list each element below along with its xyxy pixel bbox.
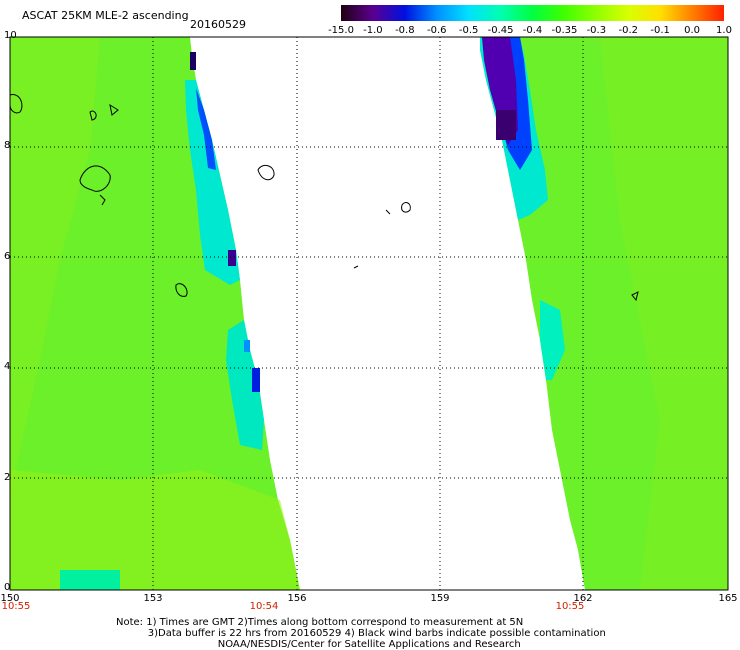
left-edge-cyan-lower [226,320,264,450]
colorbar-label: -0.3 [586,25,607,36]
time-label: 10:54 [249,601,279,612]
x-tick: 165 [718,593,738,604]
note-line-2: 3)Data buffer is 22 hrs from 20160529 4)… [147,628,606,639]
colorbar-label: -0.5 [458,25,479,36]
left-edge-dark2 [228,250,236,266]
footer-note: Note: 1) Times are GMT 2)Times along bot… [116,617,606,650]
left-swath-bottom-yellow [10,470,300,590]
colorbar-label: -15.0 [328,25,354,36]
left-edge-dark1 [190,52,196,70]
plot-frame [9,36,729,591]
x-tick: 156 [287,593,307,604]
chart-date: 20160529 [190,18,246,31]
y-tick: 8 [4,140,11,151]
time-label: 10:55 [1,601,31,612]
colorbar [341,5,724,21]
right-swath-lighter [600,37,728,590]
note-line-1: Note: 1) Times are GMT 2)Times along bot… [116,617,524,628]
colorbar-label: -0.8 [395,25,415,36]
colorbar-label: -0.45 [487,25,514,36]
time-label: 10:55 [555,601,585,612]
x-tick: 159 [430,593,450,604]
colorbar-label: -0.1 [650,25,670,36]
left-edge-blue [196,88,216,170]
left-bottom-cyan [60,570,120,590]
colorbar-label: -1.0 [363,25,383,36]
right-edge-cyan-lower [540,300,565,380]
x-tick: 153 [143,593,163,604]
left-swath-lighter [10,37,100,500]
right-edge-dark [496,110,516,140]
colorbar-label: -0.2 [618,25,639,36]
colorbar-label: -0.4 [522,25,543,36]
left-edge-blue3 [244,340,250,352]
y-tick: 2 [4,472,11,483]
colorbar-label: 1.0 [716,25,732,36]
y-tick: 0 [4,582,11,593]
x-tick: 162 [573,593,593,604]
left-edge-blue2 [252,368,260,392]
y-tick: 4 [4,361,11,372]
left-edge-cyan [185,80,240,285]
coastlines [9,94,639,302]
colorbar-label: 0.0 [684,25,701,36]
x-tick: 150 [0,593,20,604]
y-tick: 10 [4,30,17,41]
grid-lines [10,37,728,590]
y-tick: 6 [4,251,11,262]
colorbar-label: -0.35 [551,25,578,36]
colorbar-label: -0.6 [426,25,447,36]
chart-title: ASCAT 25KM MLE-2 ascending [22,9,189,22]
note-line-3: NOAA/NESDIS/Center for Satellite Applica… [217,639,521,650]
